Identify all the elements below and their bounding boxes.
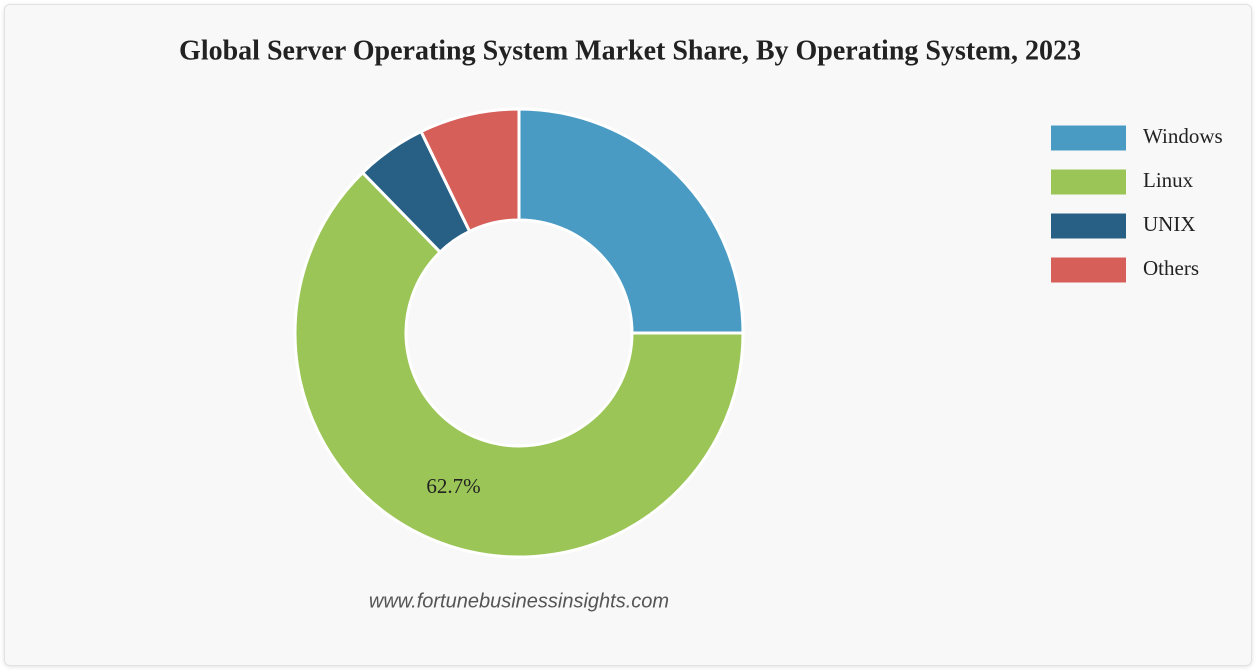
legend-label: Windows xyxy=(1143,124,1223,148)
legend-swatch xyxy=(1051,257,1126,283)
legend-swatch xyxy=(1051,169,1126,195)
legend-label: UNIX xyxy=(1143,212,1196,236)
chart-card xyxy=(4,4,1252,666)
legend-label: Others xyxy=(1143,256,1199,280)
data-label: 62.7% xyxy=(426,474,480,498)
donut-slice xyxy=(517,107,745,335)
legend-swatch xyxy=(1051,125,1126,151)
donut-slice xyxy=(293,170,745,559)
chart-title: Global Server Operating System Market Sh… xyxy=(179,35,1081,66)
donut-slice xyxy=(419,107,521,234)
source: www.fortunebusinessinsights.com xyxy=(369,590,669,612)
legend-label: Linux xyxy=(1143,168,1194,192)
legend-swatch xyxy=(1051,213,1126,239)
